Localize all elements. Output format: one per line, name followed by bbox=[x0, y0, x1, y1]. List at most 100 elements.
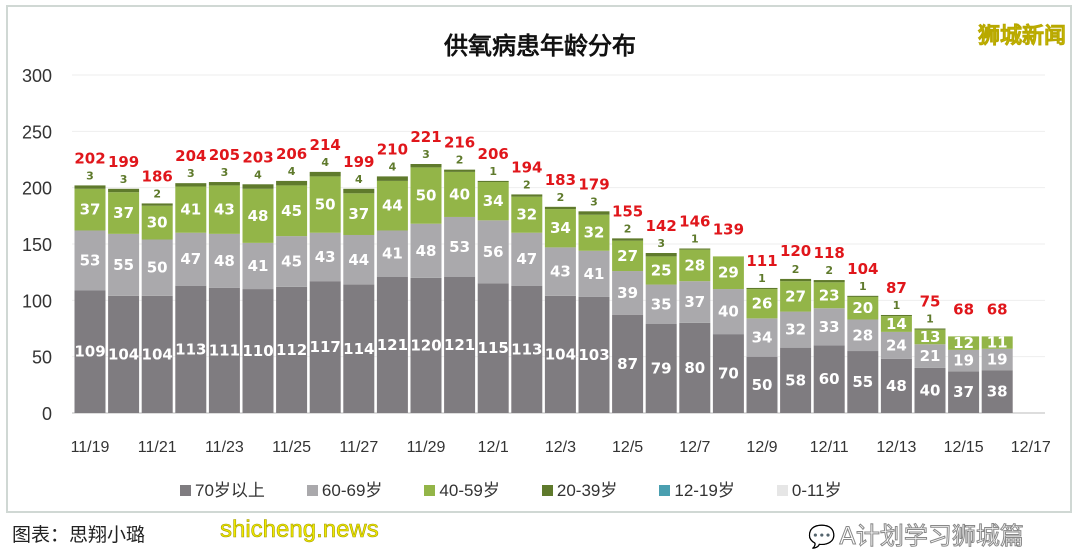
bar-segment bbox=[612, 271, 644, 315]
legend: 70岁以上 60-69岁 40-59岁 20-39岁 12-19岁 0-11岁 bbox=[180, 476, 842, 501]
bar-segment bbox=[914, 344, 946, 368]
bar-segment-label: 1 bbox=[926, 313, 934, 326]
total-label: 203 bbox=[242, 148, 273, 166]
bar-segment bbox=[645, 284, 677, 324]
bar-segment-label: 53 bbox=[449, 238, 470, 256]
bar-segment-label: 109 bbox=[74, 343, 105, 361]
bar-segment bbox=[175, 183, 207, 187]
bar-segment bbox=[645, 256, 677, 285]
bar-segment-label: 60 bbox=[819, 370, 840, 388]
bar-segment-label: 4 bbox=[254, 168, 262, 181]
legend-label: 70岁以上 bbox=[195, 481, 265, 500]
bar-segment bbox=[578, 211, 610, 215]
bar-segment bbox=[981, 348, 1013, 371]
bar-segment bbox=[948, 371, 980, 413]
bar-segment-label: 55 bbox=[852, 373, 873, 391]
watermark-site: shicheng.news bbox=[220, 516, 379, 544]
bar-segment bbox=[242, 184, 274, 189]
bar-segment-label: 120 bbox=[410, 336, 441, 354]
x-tick-label: 11/29 bbox=[407, 439, 446, 456]
legend-item: 0-11岁 bbox=[776, 476, 842, 501]
total-label: 186 bbox=[142, 167, 173, 185]
bar-segment-label: 48 bbox=[416, 242, 437, 260]
bar-segment-label: 87 bbox=[617, 355, 638, 373]
bar-segment-label: 44 bbox=[382, 197, 403, 215]
bar-segment-label: 37 bbox=[80, 201, 101, 219]
x-tick-label: 11/21 bbox=[138, 439, 177, 456]
total-label: 118 bbox=[814, 244, 845, 262]
bar-segment-label: 58 bbox=[785, 371, 806, 389]
bar-segment bbox=[544, 209, 576, 248]
bar-segment-label: 56 bbox=[483, 243, 504, 261]
legend-item: 70岁以上 bbox=[180, 476, 265, 501]
x-tick-label: 11/25 bbox=[272, 439, 311, 456]
bar-segment bbox=[645, 253, 677, 257]
total-label: 183 bbox=[545, 171, 576, 189]
bar-segment-label: 3 bbox=[221, 166, 229, 179]
total-label: 68 bbox=[987, 300, 1008, 318]
legend-label: 60-69岁 bbox=[321, 481, 383, 500]
bar-segment bbox=[376, 176, 408, 181]
bar-segment bbox=[847, 319, 879, 352]
bar-segment bbox=[813, 308, 845, 346]
bar-segment-label: 3 bbox=[422, 148, 430, 161]
bar-segment bbox=[477, 180, 509, 183]
bar-segment bbox=[376, 276, 408, 413]
bar-segment bbox=[74, 230, 106, 291]
bar-segment bbox=[578, 214, 610, 251]
bar-segment bbox=[343, 193, 375, 235]
bar-segment-label: 48 bbox=[886, 377, 907, 395]
chart-frame bbox=[6, 5, 1072, 513]
bar-segment-label: 79 bbox=[651, 359, 672, 377]
watermark-wechat: 💬 A计划学习狮城篇 bbox=[807, 516, 1024, 551]
bar-segment bbox=[444, 171, 476, 217]
bar-segment-label: 1 bbox=[893, 299, 901, 312]
bar-segment-label: 28 bbox=[852, 326, 873, 344]
total-label: 142 bbox=[646, 217, 677, 235]
bar-segment bbox=[276, 236, 308, 287]
bar-segment bbox=[444, 216, 476, 277]
bar-segment bbox=[343, 284, 375, 413]
bar-segment-label: 40 bbox=[718, 303, 739, 321]
bar-segment bbox=[746, 318, 778, 357]
bar-segment bbox=[242, 242, 274, 290]
bar-segment-label: 26 bbox=[752, 295, 773, 313]
bar-segment-label: 4 bbox=[389, 160, 397, 173]
bar-segment bbox=[679, 281, 711, 323]
bar-segment-label: 41 bbox=[248, 257, 269, 275]
x-tick-label: 11/23 bbox=[205, 439, 244, 456]
bar-segment bbox=[511, 194, 543, 197]
bar-segment bbox=[981, 336, 1013, 349]
bar-segment bbox=[981, 370, 1013, 413]
y-tick-label: 50 bbox=[32, 348, 52, 368]
bar-segment bbox=[679, 322, 711, 413]
bar-segment bbox=[712, 256, 744, 290]
bar-segment-label: 32 bbox=[584, 224, 605, 242]
y-tick-label: 250 bbox=[22, 122, 52, 142]
total-label: 87 bbox=[886, 279, 907, 297]
bar-segment bbox=[410, 277, 442, 413]
bar-segment-label: 35 bbox=[651, 295, 672, 313]
bar-segment bbox=[847, 351, 879, 413]
total-label: 75 bbox=[920, 293, 941, 311]
bar-segment-label: 28 bbox=[684, 256, 705, 274]
bar-segment-label: 30 bbox=[147, 214, 168, 232]
bar-segment bbox=[309, 232, 341, 282]
bar-segment-label: 4 bbox=[355, 173, 363, 186]
bar-segment-label: 24 bbox=[886, 336, 907, 354]
x-tick-label: 12/5 bbox=[612, 439, 643, 456]
bar-segment-label: 104 bbox=[142, 345, 173, 363]
bar-segment-label: 80 bbox=[684, 359, 705, 377]
bar-segment-label: 37 bbox=[113, 204, 134, 222]
bar-segment bbox=[780, 347, 812, 413]
total-label: 104 bbox=[847, 260, 878, 278]
total-label: 204 bbox=[175, 147, 206, 165]
x-tick-label: 12/17 bbox=[1011, 439, 1051, 456]
bar-segment bbox=[746, 356, 778, 413]
bar-segment bbox=[578, 250, 610, 297]
bar-segment-label: 48 bbox=[214, 252, 235, 270]
bar-segment-label: 19 bbox=[987, 350, 1008, 368]
bar-segment bbox=[679, 248, 711, 250]
legend-item: 20-39岁 bbox=[541, 476, 617, 501]
